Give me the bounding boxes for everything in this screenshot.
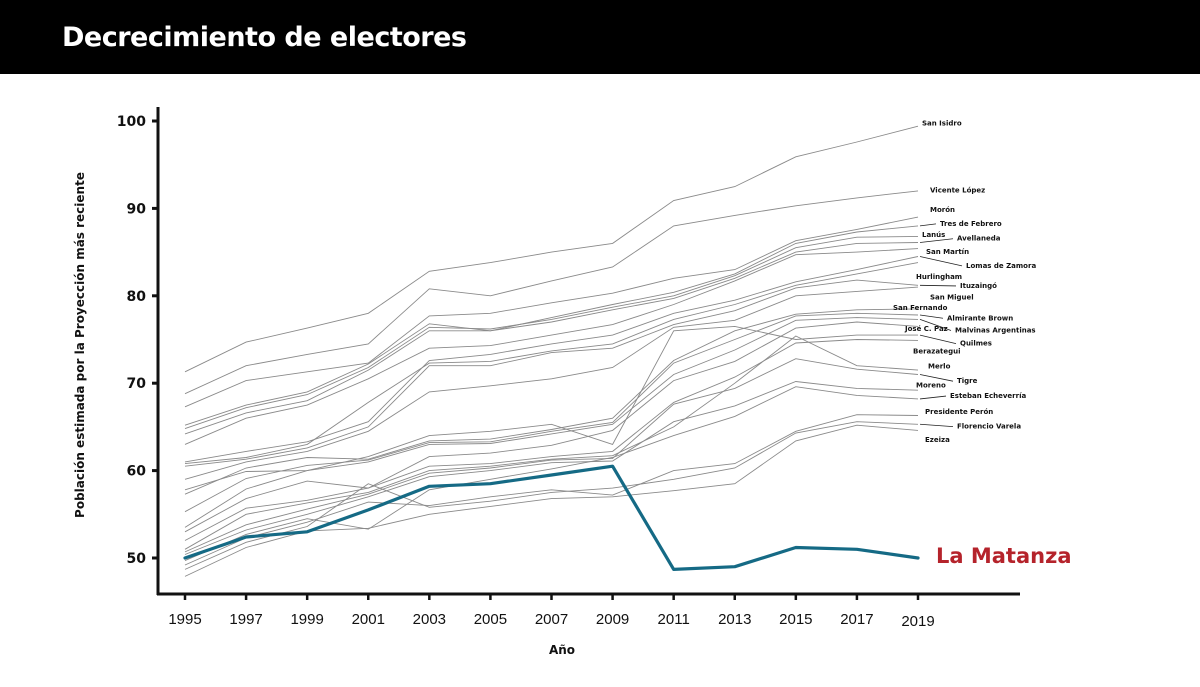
end-label-ezeiza: Ezeiza [925, 436, 950, 444]
series-line-avellaneda [184, 242, 919, 435]
series-line-san-martin [184, 248, 919, 445]
end-label-tres-de-febrero: Tres de Febrero [940, 220, 1002, 228]
leader-line [919, 319, 952, 331]
x-axis-title: Año [549, 643, 575, 657]
leader-line [919, 256, 963, 267]
end-label-quilmes: Quilmes [960, 340, 992, 348]
series-line-tres-de-febrero [184, 225, 919, 426]
y-tick-label: 50 [127, 551, 147, 567]
leader-line [919, 238, 954, 243]
series-line-esteban-echeverria [184, 386, 919, 562]
y-tick-label: 100 [117, 114, 146, 130]
x-tick-label: 2017 [840, 611, 873, 628]
end-label-san-miguel: San Miguel [930, 293, 974, 301]
x-tick-label: 2019 [901, 613, 934, 630]
page-title: Decrecimiento de electores [62, 22, 467, 53]
x-tick-label: 1997 [229, 611, 262, 628]
series-line-ezeiza [184, 424, 919, 577]
leader-line [919, 374, 954, 382]
series-line-hurlingham [184, 262, 919, 465]
x-tick-label: 2007 [535, 611, 568, 628]
end-label-moreno: Moreno [916, 382, 946, 390]
y-tick-label: 70 [127, 376, 147, 392]
end-label-almirante-brown: Almirante Brown [947, 314, 1013, 322]
end-label-malvinas-argentinas: Malvinas Argentinas [955, 327, 1036, 335]
end-label-vicente-lopez: Vicente López [930, 187, 985, 195]
leader-line [919, 314, 944, 319]
x-tick-label: 2003 [413, 611, 446, 628]
series-line-malvinas-argentinas [184, 317, 919, 528]
end-label-san-fernando: San Fernando [893, 304, 948, 312]
end-label-jose-c-paz: José C. Paz [904, 325, 948, 333]
end-label-lomas-de-zamora: Lomas de Zamora [966, 262, 1036, 270]
end-label-la-matanza: La Matanza [936, 544, 1072, 568]
series-line-moreno [184, 381, 919, 555]
series-line-vicente-lopez [184, 190, 919, 395]
end-label-avellaneda: Avellaneda [957, 235, 1001, 243]
series-line-ituzaingo [184, 279, 919, 467]
series-line-san-miguel [184, 286, 919, 480]
x-tick-label: 2015 [779, 611, 812, 628]
y-tick-label: 60 [127, 464, 147, 480]
axes-layer: 50 60 70 80 90 100 1995 1997 1999 2001 2003 2005 200… [117, 107, 1020, 630]
title-bar: Decrecimiento de electores [0, 0, 1200, 74]
series-line-berazategui [184, 339, 919, 541]
series-line-florencio-varela [184, 421, 919, 570]
end-label-ituzaingo: Ituzaingó [960, 282, 997, 290]
leader-line [919, 395, 947, 400]
labels-layer: San Isidro Vicente López Morón Tres de Febr… [893, 119, 1072, 568]
series-line-presidente-peron [184, 414, 919, 566]
leader-line [919, 334, 957, 345]
y-tick-label: 80 [127, 289, 147, 305]
x-tick-label: 2009 [596, 611, 629, 628]
end-label-san-isidro: San Isidro [922, 119, 962, 127]
end-label-hurlingham: Hurlingham [916, 273, 962, 281]
end-label-san-martin: San Martín [926, 248, 969, 256]
x-tick-label: 1999 [290, 611, 323, 628]
series-line-lomas-de-zamora [184, 256, 919, 463]
end-label-merlo: Merlo [928, 362, 951, 370]
end-label-esteban-echeverria: Esteban Echeverría [950, 392, 1026, 400]
series-line-merlo [184, 335, 919, 550]
series-line-almirante-brown [184, 312, 919, 513]
end-label-florencio-varela: Florencio Varela [957, 423, 1021, 431]
series-line-san-fernando [184, 308, 919, 495]
highlight-layer [183, 464, 920, 572]
y-axis-title: Población estimada por la Proyección más… [73, 172, 87, 518]
leader-line [919, 423, 954, 428]
leader-line [919, 223, 937, 227]
end-label-presidente-peron: Presidente Perón [925, 408, 993, 416]
x-tick-label: 1995 [168, 611, 201, 628]
x-tick-label: 2001 [352, 611, 385, 628]
leader-line [919, 284, 957, 287]
x-tick-label: 2013 [718, 611, 751, 628]
x-tick-label: 2005 [474, 611, 507, 628]
end-label-lanus: Lanús [922, 231, 945, 239]
series-line-moron [184, 216, 919, 408]
end-label-berazategui: Berazategui [913, 347, 961, 355]
series-line-san-isidro [184, 125, 919, 373]
series-layer [184, 125, 919, 577]
end-label-tigre: Tigre [957, 377, 978, 385]
series-line-lanus [184, 235, 919, 430]
series-line-jose-c-paz [184, 321, 919, 533]
x-tick-label: 2011 [658, 611, 690, 628]
end-label-moron: Morón [930, 206, 955, 214]
y-tick-label: 90 [127, 201, 147, 217]
series-line-quilmes [184, 325, 918, 491]
series-line-tigre [184, 358, 919, 553]
